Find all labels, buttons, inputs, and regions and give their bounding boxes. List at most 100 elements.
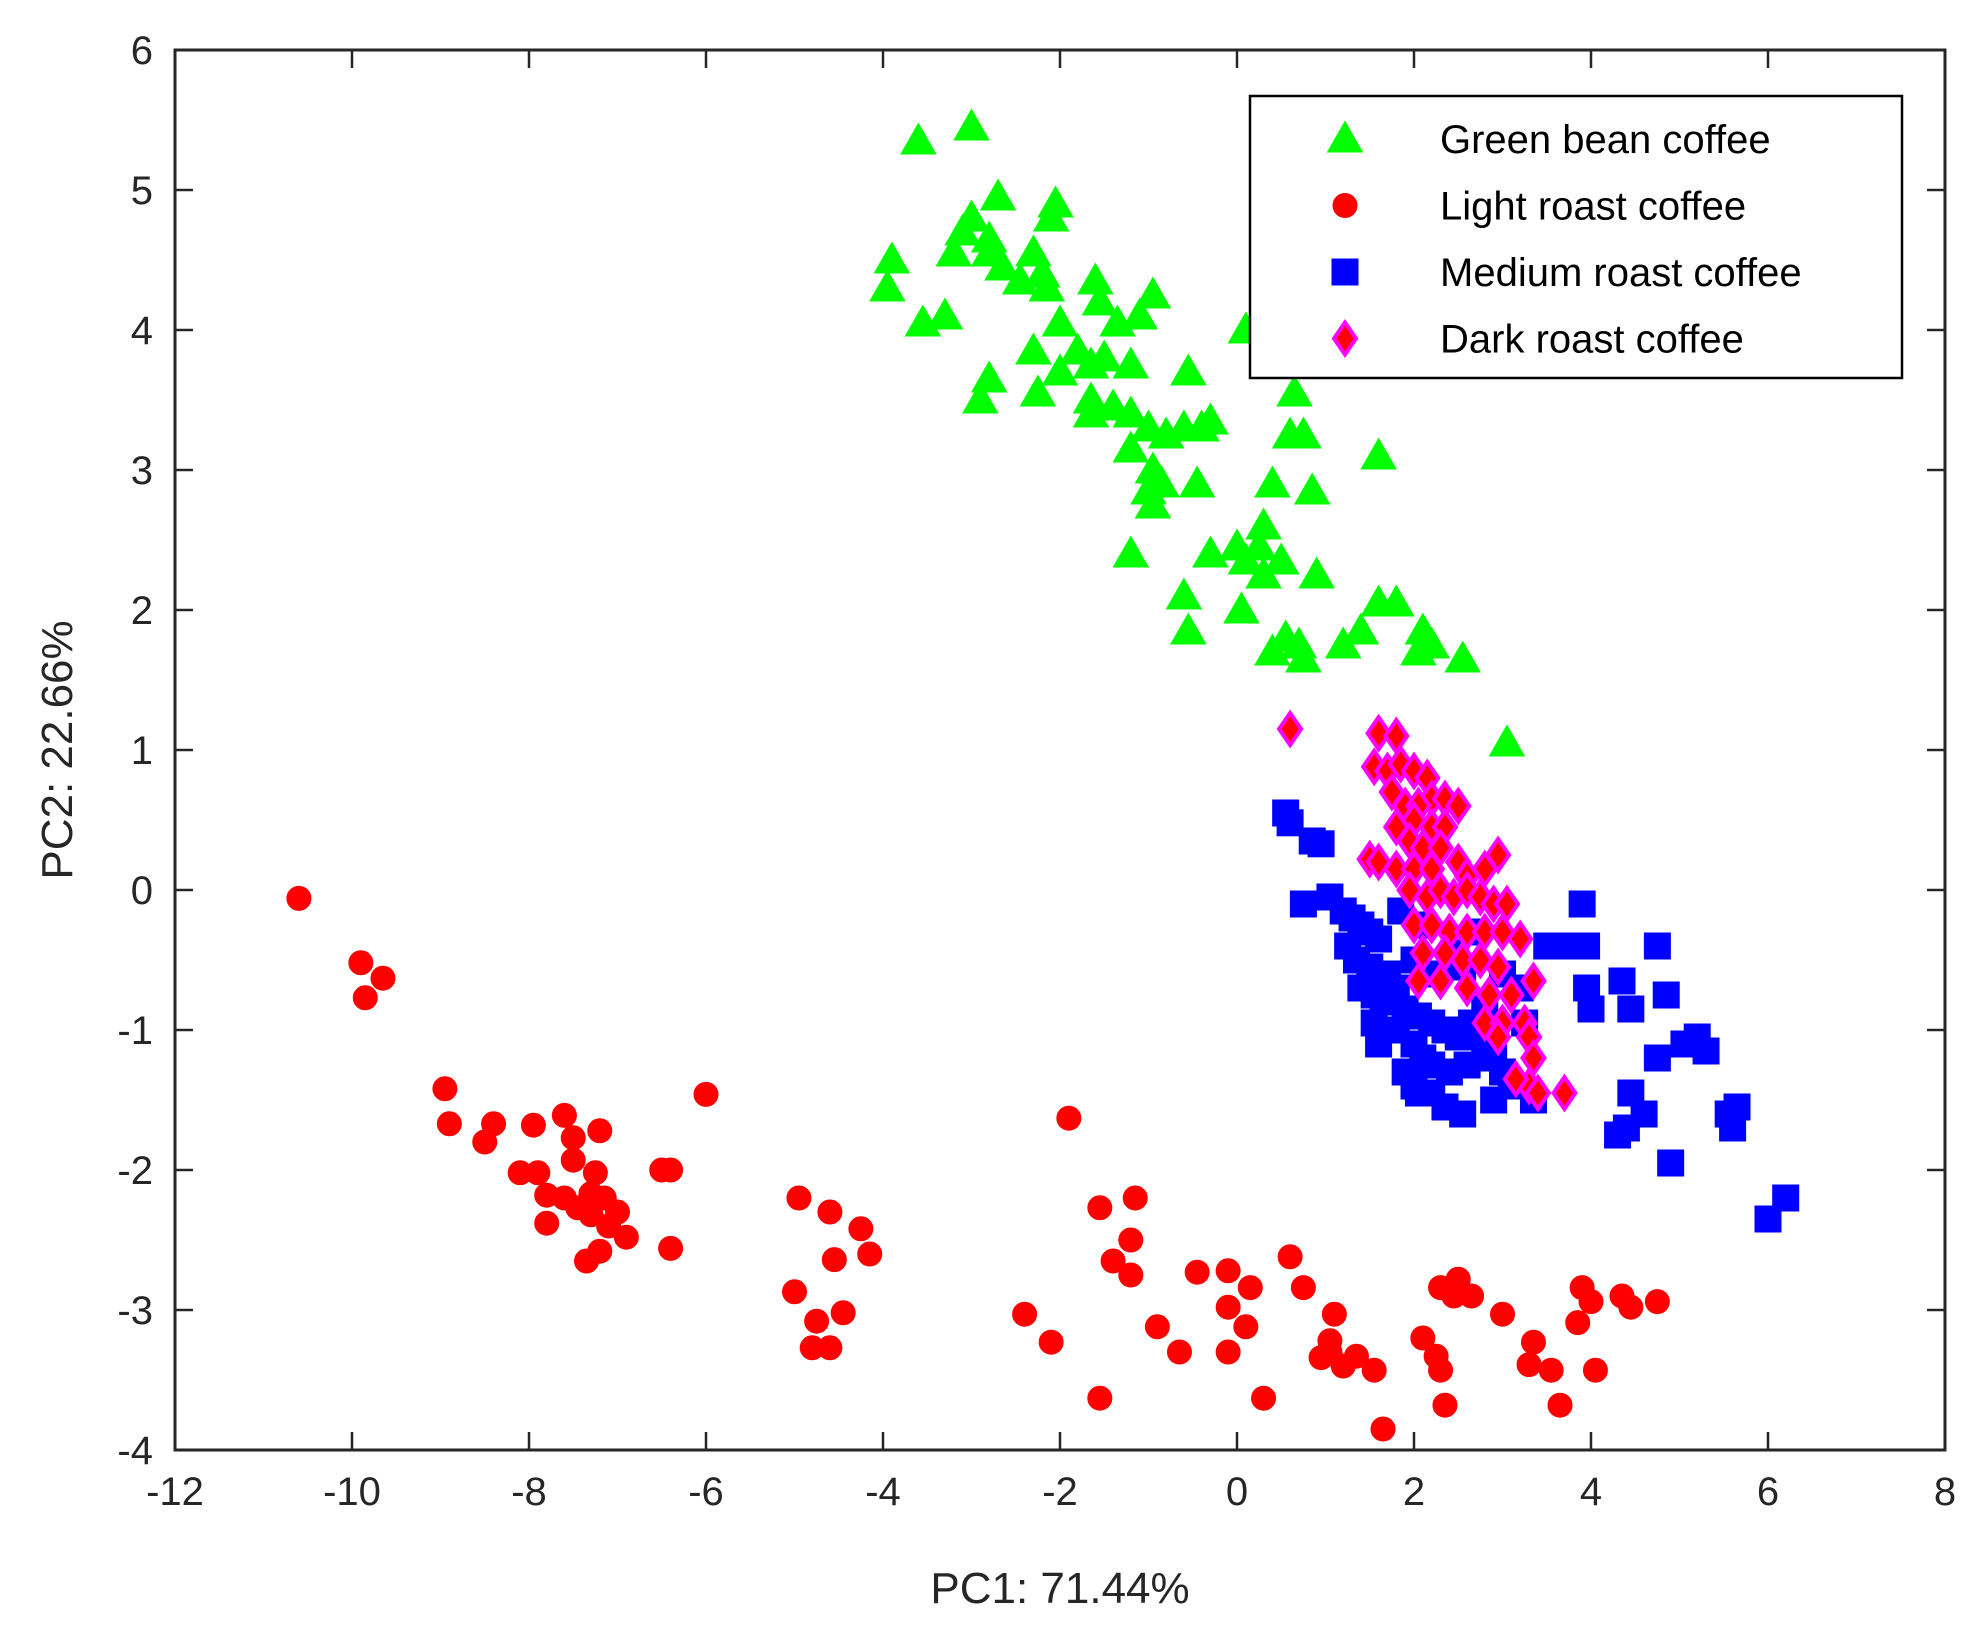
y-tick-label: -4 bbox=[117, 1429, 153, 1473]
circle-point bbox=[1644, 1289, 1670, 1315]
circle-point bbox=[1578, 1289, 1604, 1315]
x-tick-label: -12 bbox=[146, 1470, 204, 1514]
circle-point bbox=[1618, 1294, 1644, 1320]
circle-point bbox=[613, 1224, 639, 1250]
circle-point bbox=[1321, 1301, 1347, 1327]
y-tick-label: 5 bbox=[131, 169, 153, 213]
diamond-point bbox=[1427, 961, 1454, 1001]
square-point bbox=[1643, 932, 1671, 960]
circle-point bbox=[1215, 1258, 1241, 1284]
circle-point bbox=[1118, 1262, 1144, 1288]
circle-point bbox=[1428, 1357, 1454, 1383]
y-tick-label: 1 bbox=[131, 729, 153, 773]
y-tick-label: 4 bbox=[131, 309, 153, 353]
circle-point bbox=[782, 1279, 807, 1305]
x-tick-label: -8 bbox=[511, 1470, 547, 1514]
circle-point bbox=[1277, 1244, 1303, 1270]
circle-point bbox=[1144, 1314, 1170, 1340]
legend-label: Light roast coffee bbox=[1440, 185, 1746, 229]
circle-point bbox=[1308, 1345, 1334, 1371]
triangle-point bbox=[1121, 297, 1158, 330]
x-axis-title: PC1: 71.44% bbox=[930, 1564, 1189, 1613]
legend-label: Medium roast coffee bbox=[1440, 251, 1802, 295]
circle-point bbox=[574, 1248, 600, 1274]
diamond-point bbox=[1382, 849, 1410, 889]
x-tick-label: 0 bbox=[1226, 1470, 1248, 1514]
data-points bbox=[286, 108, 1800, 1442]
triangle-point bbox=[1041, 353, 1079, 386]
plot-area-frame bbox=[173, 48, 1947, 1452]
triangle-point bbox=[1134, 276, 1172, 309]
circle-point bbox=[1237, 1275, 1263, 1301]
triangle-point bbox=[1165, 577, 1203, 610]
triangle-point bbox=[1041, 304, 1079, 337]
circle-point bbox=[534, 1210, 560, 1236]
circle-point bbox=[1520, 1329, 1546, 1355]
circle-point bbox=[525, 1160, 551, 1186]
triangle-point bbox=[1112, 535, 1150, 568]
circle-point bbox=[658, 1235, 684, 1261]
diamond-point bbox=[1506, 919, 1534, 959]
circle-point bbox=[804, 1308, 830, 1334]
diamond-point bbox=[1444, 786, 1472, 826]
series-triangle bbox=[869, 108, 1526, 757]
circle-point bbox=[560, 1147, 586, 1173]
triangle-point bbox=[1112, 430, 1150, 463]
triangle-point bbox=[1112, 395, 1150, 428]
circle-point bbox=[560, 1125, 586, 1151]
circle-point bbox=[1251, 1385, 1277, 1411]
series-diamond bbox=[1276, 709, 1578, 1113]
circle-point bbox=[1122, 1185, 1148, 1211]
square-point bbox=[1772, 1184, 1800, 1212]
triangle-point bbox=[1254, 465, 1291, 498]
triangle-point bbox=[1245, 556, 1282, 589]
square-point bbox=[1347, 974, 1375, 1002]
circle-point bbox=[821, 1247, 847, 1273]
triangle-point bbox=[1444, 640, 1481, 673]
triangle-point bbox=[1147, 416, 1185, 449]
legend-marker-square bbox=[1331, 258, 1359, 286]
triangle-point bbox=[1032, 199, 1070, 232]
diamond-point bbox=[1484, 947, 1512, 987]
legend-label: Green bean coffee bbox=[1440, 118, 1771, 162]
y-tick-label: 2 bbox=[131, 589, 153, 633]
circle-point bbox=[1100, 1248, 1126, 1274]
diamond-point bbox=[1365, 713, 1393, 753]
circle-point bbox=[1215, 1339, 1241, 1365]
triangle-point bbox=[1028, 269, 1066, 302]
circle-point bbox=[1547, 1392, 1573, 1418]
x-tick-label: 2 bbox=[1403, 1470, 1425, 1514]
circle-point bbox=[352, 985, 378, 1011]
triangle-point bbox=[900, 122, 937, 155]
triangle-point bbox=[935, 234, 973, 267]
circle-point bbox=[817, 1335, 843, 1361]
square-point bbox=[1719, 1114, 1747, 1142]
circle-point bbox=[1538, 1357, 1564, 1383]
diamond-point bbox=[1497, 975, 1525, 1015]
circle-point bbox=[1370, 1416, 1396, 1442]
circle-point bbox=[693, 1081, 719, 1107]
y-tick-label: 0 bbox=[131, 869, 153, 913]
circle-point bbox=[830, 1300, 856, 1326]
triangle-point bbox=[1170, 353, 1207, 386]
circle-point bbox=[786, 1185, 812, 1211]
circle-point bbox=[596, 1213, 622, 1239]
triangle-point bbox=[1276, 374, 1313, 407]
x-tick-label: -4 bbox=[865, 1470, 901, 1514]
circle-point bbox=[1038, 1329, 1064, 1355]
diamond-point bbox=[1453, 968, 1481, 1008]
x-tick-label: -2 bbox=[1042, 1470, 1078, 1514]
y-tick-labels: -4 -3 -2 -1 0 1 2 3 4 5 6 bbox=[117, 29, 153, 1473]
square-point bbox=[1449, 1100, 1477, 1128]
triangle-point bbox=[1223, 591, 1260, 624]
square-point bbox=[1577, 995, 1605, 1023]
triangle-point bbox=[1378, 584, 1415, 617]
legend-marker-circle bbox=[1332, 193, 1358, 218]
triangle-point bbox=[1019, 374, 1057, 407]
legend-box bbox=[1248, 94, 1904, 380]
series-circle bbox=[286, 885, 1670, 1442]
circle-point bbox=[1118, 1227, 1144, 1253]
diamond-point bbox=[1382, 716, 1410, 756]
legend: Green bean coffee Light roast coffee Mediu… bbox=[1248, 94, 1904, 380]
